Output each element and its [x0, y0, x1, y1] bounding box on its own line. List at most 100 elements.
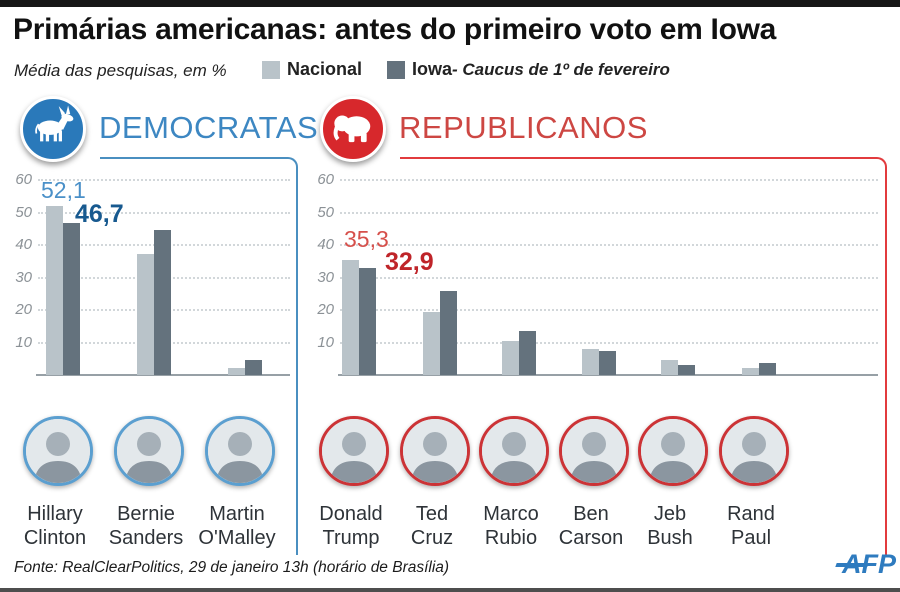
y-axis-tick-label: 40: [317, 236, 334, 253]
republicans-bracket: [400, 157, 887, 555]
iowa-swatch: [387, 60, 405, 79]
y-axis-tick-label: 20: [317, 301, 334, 318]
candidate-first-name: Hillary: [27, 503, 83, 525]
bar-nacional: [423, 312, 440, 375]
candidate-photo: [205, 416, 275, 486]
republican-badge: [320, 96, 386, 162]
value-label: 32,9: [385, 248, 434, 276]
republicans-section-title: REPUBLICANOS: [399, 110, 648, 145]
bar-nacional: [46, 205, 63, 375]
candidate-photo: [479, 416, 549, 486]
person-silhouette-icon: [562, 419, 626, 483]
candidate-last-name: Paul: [730, 527, 772, 549]
bar-iowa: [154, 230, 171, 375]
chart-gridline: [38, 179, 290, 181]
candidate-name: Ben Carson: [529, 502, 653, 550]
chart-gridline: [340, 341, 878, 344]
candidate-first-name: Donald: [319, 503, 383, 525]
y-axis-tick-label: 30: [317, 268, 334, 286]
candidate-last-name: Trump: [322, 527, 380, 549]
legend-item-iowa: Iowa: [387, 59, 452, 80]
bar-iowa: [759, 362, 776, 375]
candidate-photo: [23, 416, 93, 486]
legend-item-nacional: Nacional: [262, 59, 362, 80]
candidate-name: Marco Rubio: [449, 502, 573, 550]
legend-label-iowa: Iowa: [412, 59, 453, 79]
candidate-name: Martin O'Malley: [175, 502, 299, 550]
bar-iowa: [678, 364, 695, 375]
bar-iowa: [440, 291, 457, 375]
bar-nacional: [502, 341, 519, 375]
y-axis-tick-label: 60: [317, 171, 334, 188]
value-label: 52,1: [41, 177, 86, 203]
candidate-name: Hillary Clinton: [0, 502, 117, 550]
candidate-photo: [319, 416, 389, 486]
person-silhouette-icon: [403, 419, 467, 483]
candidate-first-name: Martin: [209, 503, 265, 525]
elephant-icon: [330, 104, 376, 155]
y-axis-tick-label: 30: [15, 268, 32, 286]
bar-nacional: [342, 260, 359, 375]
person-silhouette-icon: [722, 419, 786, 483]
chart-gridline: [340, 244, 878, 246]
candidate-first-name: Rand: [727, 503, 775, 525]
chart-baseline: [36, 374, 290, 376]
page-title: Primárias americanas: antes do primeiro …: [13, 13, 777, 46]
donkey-icon: [30, 104, 76, 155]
person-silhouette-icon: [641, 419, 705, 483]
democrat-badge: [20, 96, 86, 162]
bar-iowa: [359, 268, 376, 375]
candidate-first-name: Jeb: [653, 503, 687, 525]
candidate-name: Rand Paul: [689, 502, 813, 550]
value-label: 35,3: [344, 226, 389, 252]
person-silhouette-icon: [26, 419, 90, 483]
candidate-last-name: Cruz: [410, 527, 454, 549]
candidate-name: Ted Cruz: [370, 502, 494, 550]
chart-gridline: [340, 309, 878, 311]
candidate-last-name: Bush: [647, 527, 693, 549]
candidate-first-name: Marco: [483, 503, 539, 525]
person-silhouette-icon: [322, 419, 386, 483]
caucus-date-note: - Caucus de 1º de fevereiro: [452, 60, 670, 79]
person-silhouette-icon: [117, 419, 181, 483]
candidate-photo: [719, 416, 789, 486]
candidate-first-name: Ben: [573, 503, 609, 525]
top-border: [0, 0, 900, 7]
candidate-first-name: Bernie: [117, 503, 175, 525]
person-silhouette-icon: [482, 419, 546, 483]
y-axis-tick-label: 10: [15, 333, 32, 351]
bar-iowa: [519, 331, 536, 375]
candidate-name: Jeb Bush: [608, 502, 732, 550]
bar-iowa: [245, 360, 262, 375]
candidate-photo: [559, 416, 629, 486]
nacional-swatch: [262, 60, 280, 79]
chart-baseline: [338, 374, 878, 376]
legend-label-nacional: Nacional: [287, 59, 363, 79]
bar-iowa: [599, 350, 616, 375]
candidate-photo: [114, 416, 184, 486]
chart-gridline: [340, 211, 878, 214]
candidate-last-name: Sanders: [108, 527, 184, 549]
bar-nacional: [228, 367, 245, 375]
chart-gridline: [340, 276, 878, 279]
democrats-bracket: [100, 157, 298, 555]
candidate-first-name: Ted: [415, 503, 449, 525]
y-axis-tick-label: 40: [15, 236, 32, 253]
y-axis-tick-label: 50: [317, 203, 334, 221]
candidate-last-name: Clinton: [23, 527, 87, 549]
candidate-photo: [400, 416, 470, 486]
bar-nacional: [661, 360, 678, 375]
bar-iowa: [63, 223, 80, 375]
bottom-border: [0, 588, 900, 592]
democrats-section-title: DEMOCRATAS: [99, 110, 319, 145]
candidate-last-name: O'Malley: [198, 527, 276, 549]
bar-nacional: [137, 254, 154, 375]
value-label: 46,7: [75, 200, 124, 228]
person-silhouette-icon: [208, 419, 272, 483]
chart-gridline: [340, 179, 878, 181]
y-axis-tick-label: 60: [15, 171, 32, 188]
bar-nacional: [742, 367, 759, 375]
bar-nacional: [582, 348, 599, 375]
candidate-name: Donald Trump: [289, 502, 413, 550]
